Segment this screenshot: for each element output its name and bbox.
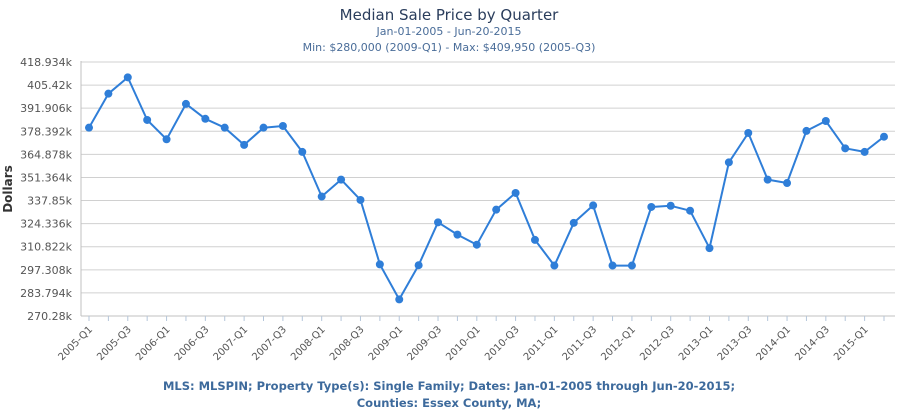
data-point[interactable]: [763, 175, 772, 184]
data-point[interactable]: [492, 205, 501, 214]
y-tick-label: 297.308k: [20, 264, 72, 277]
x-tick-label: 2009-Q1: [367, 324, 406, 363]
data-point[interactable]: [511, 188, 520, 197]
x-tick-label: 2006-Q1: [134, 324, 173, 363]
data-point[interactable]: [802, 126, 811, 135]
x-tick-label: 2013-Q3: [716, 324, 755, 363]
series-line: [88, 76, 885, 301]
data-point[interactable]: [783, 179, 792, 188]
data-point[interactable]: [240, 140, 249, 149]
y-axis-title: Dollars: [1, 165, 15, 213]
data-point[interactable]: [880, 132, 888, 141]
x-tick-label: 2005-Q1: [56, 324, 95, 363]
data-point[interactable]: [414, 261, 423, 270]
data-point[interactable]: [841, 144, 850, 153]
y-tick-label: 378.392k: [20, 125, 72, 138]
y-tick-label: 324.336k: [20, 218, 72, 231]
x-axis: 2005-Q1 2005-Q3 2006-Q1 2006-Q3 2007-Q1 2007-…: [56, 315, 895, 363]
x-tick-label: 2007-Q1: [212, 324, 251, 363]
data-point[interactable]: [705, 244, 714, 253]
data-point[interactable]: [569, 218, 578, 227]
chart-title: Median Sale Price by Quarter: [340, 6, 560, 24]
data-point[interactable]: [337, 175, 346, 184]
y-tick-label: 283.794k: [20, 287, 72, 300]
data-point[interactable]: [472, 240, 481, 249]
data-point[interactable]: [259, 123, 268, 132]
x-tick-label: 2008-Q3: [328, 324, 367, 363]
y-tick-label: 364.878k: [20, 148, 72, 161]
grid-lines: [80, 61, 895, 316]
data-point[interactable]: [317, 192, 326, 201]
x-tick-label: 2012-Q1: [599, 324, 638, 363]
series-median-price: [85, 73, 888, 304]
data-point[interactable]: [395, 295, 404, 304]
x-tick-label: 2013-Q1: [677, 324, 716, 363]
data-point[interactable]: [356, 195, 365, 204]
x-tick-label: 2011-Q3: [561, 324, 600, 363]
x-tick-label: 2011-Q1: [522, 324, 561, 363]
data-point[interactable]: [744, 128, 753, 137]
y-axis-ticks: 270.28k 283.794k 297.308k 310.822k 324.336k 3…: [20, 56, 72, 323]
data-point[interactable]: [181, 99, 190, 108]
x-tick-label: 2010-Q3: [483, 324, 522, 363]
footer-line-1: MLS: MLSPIN; Property Type(s): Single Fa…: [163, 379, 735, 393]
y-tick-label: 351.364k: [20, 171, 72, 184]
x-tick-label: 2014-Q1: [755, 324, 794, 363]
data-point[interactable]: [104, 89, 113, 98]
y-tick-label: 418.934k: [20, 56, 72, 69]
data-point[interactable]: [162, 135, 171, 144]
y-tick-label: 405.42k: [27, 79, 72, 92]
x-tick-label: 2005-Q3: [95, 324, 134, 363]
data-point[interactable]: [453, 230, 462, 239]
y-tick-label: 310.822k: [20, 241, 72, 254]
chart-min-max: Min: $280,000 (2009-Q1) - Max: $409,950 …: [303, 41, 596, 54]
data-point[interactable]: [647, 202, 656, 211]
x-tick-label: 2009-Q3: [405, 324, 444, 363]
data-point[interactable]: [666, 201, 675, 210]
data-point[interactable]: [589, 201, 598, 210]
data-point[interactable]: [627, 261, 636, 270]
data-point[interactable]: [375, 260, 384, 269]
x-tick-label: 2012-Q3: [638, 324, 677, 363]
chart-subtitle: Jan-01-2005 - Jun-20-2015: [376, 25, 522, 38]
data-point[interactable]: [530, 235, 539, 244]
data-point[interactable]: [608, 261, 617, 270]
footer-line-2: Counties: Essex County, MA;: [357, 396, 542, 410]
x-tick-label: 2015-Q1: [832, 324, 871, 363]
data-point[interactable]: [85, 123, 93, 132]
x-tick-label: 2010-Q1: [444, 324, 483, 363]
data-point[interactable]: [724, 158, 733, 167]
data-point[interactable]: [434, 218, 443, 227]
data-point[interactable]: [298, 147, 307, 156]
data-point[interactable]: [550, 261, 559, 270]
data-point[interactable]: [860, 147, 869, 156]
data-point[interactable]: [201, 114, 210, 123]
x-tick-label: 2008-Q1: [289, 324, 328, 363]
data-point[interactable]: [278, 121, 287, 130]
data-point[interactable]: [686, 206, 695, 215]
x-tick-label: 2006-Q3: [173, 324, 212, 363]
data-point[interactable]: [821, 117, 830, 126]
data-point[interactable]: [123, 73, 132, 82]
data-point[interactable]: [143, 115, 152, 124]
x-tick-label: 2014-Q3: [793, 324, 832, 363]
y-tick-label: 391.906k: [20, 102, 72, 115]
y-tick-label: 337.85k: [27, 195, 72, 208]
data-point[interactable]: [220, 123, 229, 132]
y-tick-label: 270.28k: [27, 310, 72, 323]
x-tick-label: 2007-Q3: [250, 324, 289, 363]
